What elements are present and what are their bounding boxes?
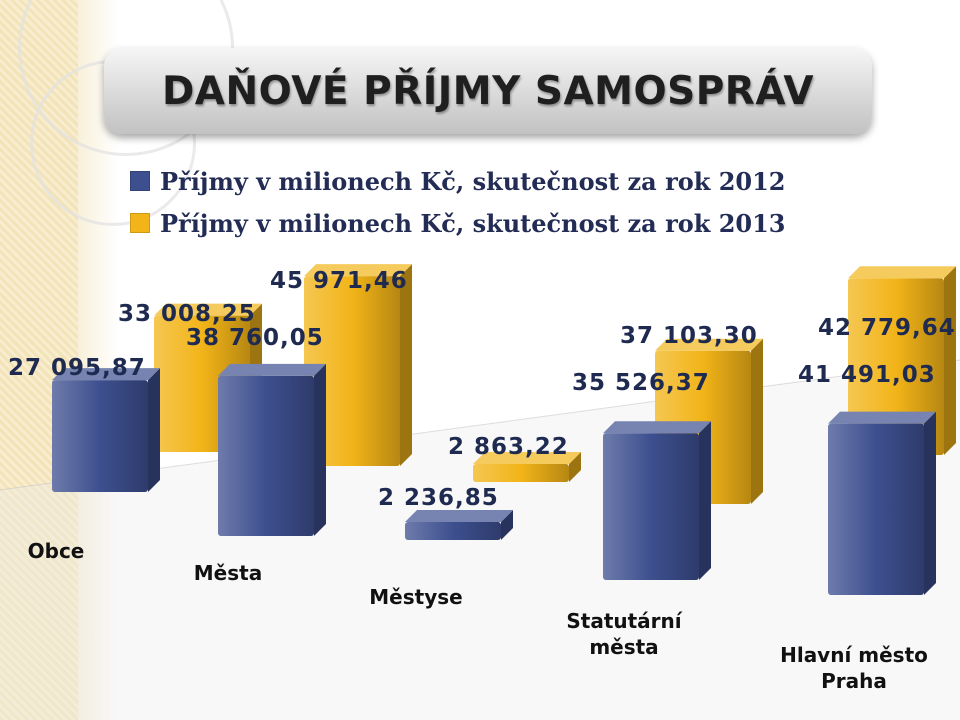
data-label-2013-2: 2 863,22 <box>448 434 569 460</box>
bar-2012-3-side <box>699 421 711 580</box>
bar-2013-4-top <box>848 266 956 279</box>
bar-2013-4-side <box>944 266 956 455</box>
bar-2012-4 <box>828 411 936 595</box>
legend-swatch-2013 <box>130 213 150 233</box>
data-label-2013-0: 33 008,25 <box>118 301 256 327</box>
bar-2012-4-side <box>924 411 936 595</box>
data-label-2013-4: 42 779,64 <box>818 315 956 341</box>
data-label-2013-1: 45 971,46 <box>270 268 408 294</box>
category-label-1: Města <box>194 561 262 585</box>
legend-label-2012: Příjmy v milionech Kč, skutečnost za rok… <box>160 166 786 196</box>
bar-2013-1-side <box>400 264 412 466</box>
bar-2013-4 <box>848 266 956 455</box>
category-label-4: Hlavní město Praha <box>780 643 928 693</box>
category-label-0: Obce <box>28 539 85 563</box>
bar-2012-3 <box>603 421 711 580</box>
bar-2013-1 <box>304 264 412 466</box>
category-label-line: Praha <box>821 669 887 693</box>
bar-2012-2-front <box>405 522 501 540</box>
data-label-2012-2: 2 236,85 <box>378 485 499 511</box>
legend-swatch-2012 <box>130 171 150 191</box>
bar-2013-1-front <box>304 276 400 466</box>
legend-label-2013: Příjmy v milionech Kč, skutečnost za rok… <box>160 208 786 238</box>
legend-item-2013: Příjmy v milionech Kč, skutečnost za rok… <box>130 202 786 244</box>
bar-2012-2-side <box>501 510 513 540</box>
bar-2013-0-top <box>154 303 262 316</box>
bar-2012-0-front <box>52 380 148 492</box>
data-label-2012-0: 27 095,87 <box>8 355 146 381</box>
bar-2013-2-top <box>473 452 581 464</box>
title-banner: DAŇOVÉ PŘÍJMY SAMOSPRÁV <box>104 48 872 134</box>
chart-legend: Příjmy v milionech Kč, skutečnost za rok… <box>130 160 786 244</box>
data-label-2012-4: 41 491,03 <box>798 362 936 388</box>
bar-2012-0-side <box>148 368 160 492</box>
page-title: DAŇOVÉ PŘÍJMY SAMOSPRÁV <box>161 68 815 114</box>
bar-2013-2-front <box>473 464 569 482</box>
category-label-line: města <box>589 635 658 659</box>
category-label-2: Městyse <box>369 585 462 609</box>
bar-2012-1 <box>218 363 326 536</box>
category-label-line: Hlavní město <box>780 643 928 667</box>
bar-2012-3-front <box>603 433 699 580</box>
bar-2012-1-front <box>218 375 314 536</box>
bar-2012-2-top <box>405 510 513 522</box>
data-label-2012-1: 38 760,05 <box>186 325 324 351</box>
bar-2012-2 <box>405 510 513 540</box>
bar-2013-2 <box>473 452 581 482</box>
bar-2013-1-top <box>304 264 412 277</box>
bar-2012-4-front <box>828 423 924 595</box>
bar-2013-3-top <box>655 338 763 351</box>
data-label-2012-3: 35 526,37 <box>572 370 710 396</box>
bar-2012-0-top <box>52 368 160 381</box>
data-label-2013-3: 37 103,30 <box>620 323 758 349</box>
bar-2012-1-side <box>314 363 326 536</box>
bar-2012-3-top <box>603 421 711 434</box>
bar-2012-4-top <box>828 411 936 424</box>
bar-2012-1-top <box>218 363 326 376</box>
category-label-line: Statutární <box>566 609 682 633</box>
bar-2013-4-front <box>848 278 944 455</box>
legend-item-2012: Příjmy v milionech Kč, skutečnost za rok… <box>130 160 786 202</box>
bar-2013-2-side <box>569 452 581 482</box>
bar-2012-0 <box>52 368 160 492</box>
bar-2013-3-side <box>751 338 763 504</box>
category-label-3: Statutární města <box>566 609 682 659</box>
